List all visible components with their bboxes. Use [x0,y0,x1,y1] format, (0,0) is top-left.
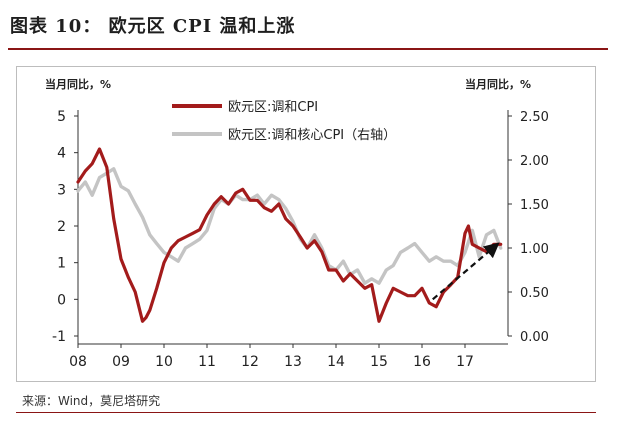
x-tick-label: 16 [413,354,431,370]
left-axis-unit: 当月同比，% [45,78,112,91]
chart-frame [16,66,596,382]
right-tick-label: 1.00 [520,242,549,257]
right-axis-unit: 当月同比，% [465,78,532,91]
right-tick-label: 0.50 [520,286,549,301]
x-tick-label: 08 [69,354,87,370]
x-tick-label: 09 [112,354,130,370]
left-tick-label: 1 [57,256,66,272]
legend-label-hicp: 欧元区:调和CPI [228,100,318,115]
right-tick-label: 0.00 [520,330,549,345]
left-tick-label: 3 [57,182,66,198]
left-tick-label: 4 [57,146,66,162]
x-tick-label: 12 [241,354,259,370]
series-line-core-hicp [76,167,503,285]
bottom-divider [16,412,596,413]
series-line-hicp [76,147,503,323]
right-tick-label: 2.50 [520,110,549,125]
right-tick-label: 2.00 [520,154,549,169]
source-note: 来源：Wind，莫尼塔研究 [22,394,161,408]
annotations [432,242,500,301]
left-tick-label: 2 [57,219,66,235]
right-tick-label: 1.50 [520,198,549,213]
title-divider [8,48,608,50]
x-tick-label: 14 [327,354,345,370]
x-tick-label: 15 [370,354,388,370]
series-group [76,147,503,323]
left-tick-label: 5 [57,109,66,125]
legend-label-core-hicp: 欧元区:调和核心CPI（右轴） [228,128,396,143]
x-tick-label: 13 [284,354,302,370]
figure-title: 图表 10： 欧元区 CPI 温和上涨 [10,16,296,37]
x-tick-label: 10 [155,354,173,370]
trend-arrow [432,242,500,301]
x-tick-label: 11 [198,354,216,370]
legend: 欧元区:调和CPI 欧元区:调和核心CPI（右轴） [172,100,396,143]
left-tick-label: 0 [57,292,66,308]
left-tick-label: -1 [52,329,66,345]
x-tick-label: 17 [456,354,474,370]
